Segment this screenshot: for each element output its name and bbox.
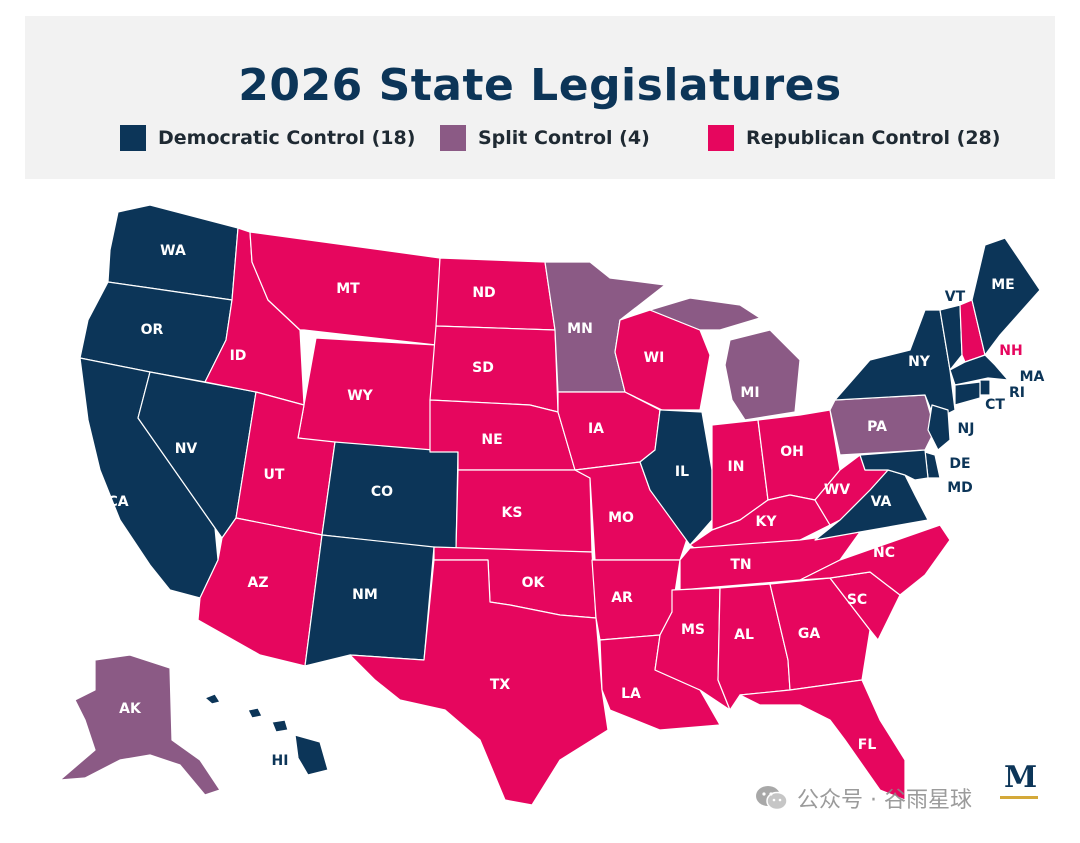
state-ct [954, 381, 981, 406]
label-nh: NH [999, 343, 1022, 359]
state-nc [799, 524, 951, 596]
label-ga: GA [798, 626, 820, 642]
legend-swatch-republican [708, 125, 734, 151]
label-nj: NJ [958, 421, 975, 437]
state-mi-lower [724, 329, 801, 421]
label-mt: MT [336, 281, 360, 297]
state-ri [979, 379, 991, 396]
label-la: LA [621, 686, 641, 702]
label-ri: RI [1009, 385, 1025, 401]
label-ms: MS [681, 622, 705, 638]
label-mn: MN [567, 321, 593, 337]
label-wv: WV [824, 482, 850, 498]
label-mi: MI [740, 385, 759, 401]
label-vt: VT [945, 289, 966, 305]
label-md: MD [947, 480, 973, 496]
label-az: AZ [248, 575, 269, 591]
watermark-text: 公众号 · 谷雨星球 [797, 788, 972, 813]
label-ne: NE [481, 432, 502, 448]
label-tn: TN [730, 557, 751, 573]
label-pa: PA [867, 419, 887, 435]
label-ma: MA [1020, 369, 1045, 385]
label-nc: NC [873, 545, 895, 561]
state-hi [204, 693, 329, 776]
map-title: 2026 State Legislatures [238, 60, 842, 111]
label-oh: OH [780, 444, 804, 460]
label-tx: TX [490, 677, 511, 693]
label-co: CO [371, 484, 393, 500]
legend-swatch-democratic [120, 125, 146, 151]
label-mo: MO [608, 510, 634, 526]
label-sd: SD [472, 360, 494, 376]
legend-republican: Republican Control (28) [708, 125, 1001, 151]
label-ks: KS [502, 505, 523, 521]
label-or: OR [141, 322, 164, 338]
label-ky: KY [756, 514, 778, 530]
state-mi-upper [649, 297, 761, 331]
legend-label-democratic: Democratic Control (18) [158, 127, 416, 149]
label-al: AL [734, 627, 754, 643]
label-nd: ND [472, 285, 495, 301]
state-fl [739, 679, 906, 801]
label-de: DE [949, 456, 970, 472]
label-ar: AR [611, 590, 633, 606]
label-nv: NV [175, 441, 198, 457]
label-ca: CA [107, 494, 128, 510]
legend-swatch-split [440, 125, 466, 151]
label-ny: NY [908, 354, 931, 370]
state-ak [59, 654, 221, 796]
brand-logo: M [1004, 760, 1038, 795]
state-sd [429, 325, 559, 413]
legend-democratic: Democratic Control (18) [120, 125, 416, 151]
state-nj [927, 404, 951, 451]
label-il: IL [675, 464, 689, 480]
label-wa: WA [160, 243, 186, 259]
watermark: 公众号 · 谷雨星球 [755, 782, 972, 814]
legend-label-split: Split Control (4) [478, 127, 650, 149]
state-me [971, 237, 1041, 356]
label-wy: WY [347, 388, 373, 404]
label-wi: WI [644, 350, 665, 366]
legend-split: Split Control (4) [440, 125, 650, 151]
label-ct: CT [985, 397, 1005, 413]
label-ak: AK [119, 701, 142, 717]
label-in: IN [728, 459, 745, 475]
label-ok: OK [522, 575, 546, 591]
state-il [639, 409, 713, 546]
label-hi: HI [272, 753, 289, 769]
wechat-icon [756, 786, 788, 811]
header-panel: 2026 State Legislatures Democratic Contr… [25, 16, 1055, 179]
label-fl: FL [858, 737, 877, 753]
state-tx [349, 559, 609, 806]
state-md [859, 449, 929, 481]
label-id: ID [230, 348, 247, 364]
label-va: VA [871, 494, 892, 510]
label-ut: UT [264, 467, 285, 483]
label-nm: NM [352, 587, 378, 603]
legend-label-republican: Republican Control (28) [746, 127, 1001, 149]
label-sc: SC [847, 592, 867, 608]
brand-logo-bar [1000, 796, 1038, 799]
label-ia: IA [588, 421, 604, 437]
state-ks [455, 469, 593, 553]
label-me: ME [991, 277, 1015, 293]
